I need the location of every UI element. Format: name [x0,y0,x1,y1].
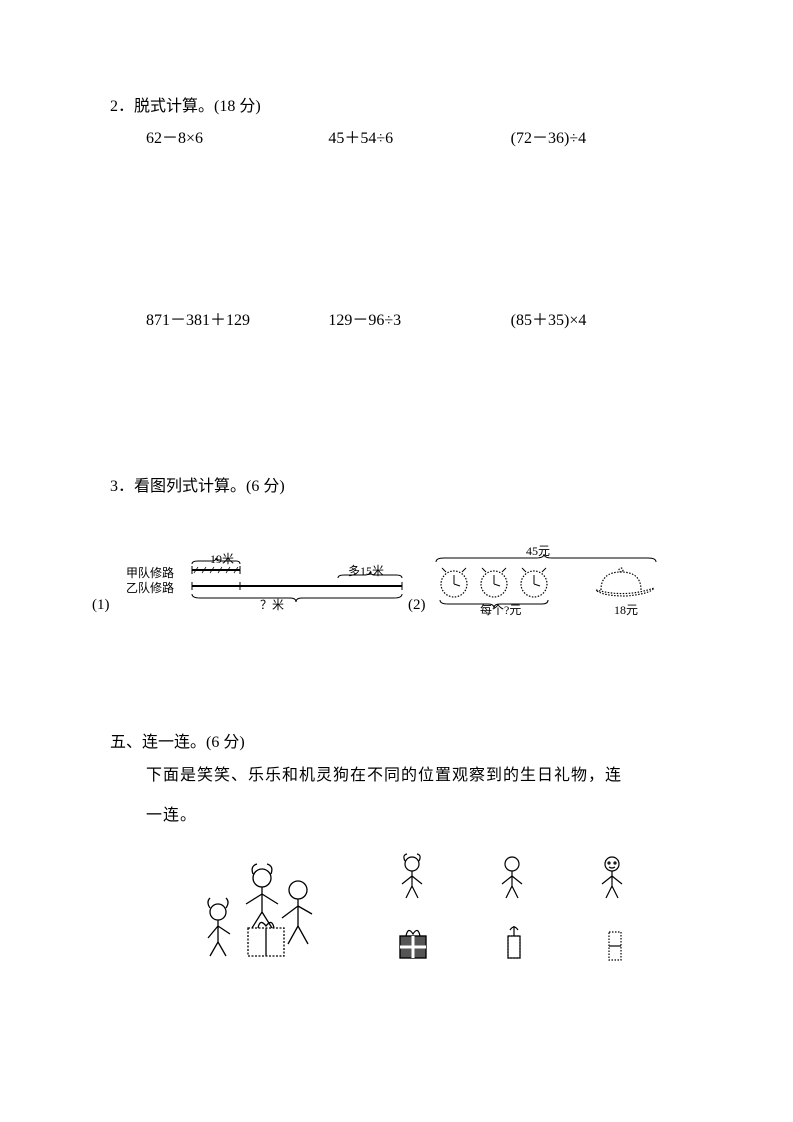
observer-1-icon [402,854,422,898]
q2-expr-6: (85＋35)×4 [511,306,693,330]
s5-line1: 下面是笑笑、乐乐和机灵狗在不同的位置观察到的生日礼物，连 [146,760,693,792]
main-scene-icon [208,864,312,956]
d2-svg [426,546,666,616]
q2-expr-2: 45＋54÷6 [328,124,510,148]
q2-expr-1: 62－8×6 [146,124,328,148]
q2-expr-4: 871－381＋129 [146,306,328,330]
s5-line2: 一连。 [146,800,693,832]
q2-row1: 62－8×6 45＋54÷6 (72－36)÷4 [146,124,693,148]
q3-diagrams: (1) 甲队修路 乙队修路 19米 多15米 ？米 [110,546,693,616]
q3-sub2: (2) [408,597,426,614]
q2-expr-5: 129－96÷3 [328,306,510,330]
page: 2．脱式计算。(18 分) 62－8×6 45＋54÷6 (72－36)÷4 8… [0,0,793,1028]
s5-figures [200,848,670,968]
s5-heading: 五、连一连。(6 分) [110,728,693,752]
spacer [110,616,693,716]
spacer [110,148,693,298]
q3-diagram-1: (1) 甲队修路 乙队修路 19米 多15米 ？米 [110,546,420,616]
observer-3-icon [602,857,622,898]
s5-svg [200,848,670,968]
spacer [110,504,693,540]
d1-svg [124,554,414,614]
q3-sub1: (1) [92,597,110,614]
gift-view-2-icon [508,926,520,958]
q2-row2: 871－381＋129 129－96÷3 (85＋35)×4 [146,306,693,330]
q3-heading: 3．看图列式计算。(6 分) [110,472,693,496]
gift-view-1-icon [400,930,426,958]
gift-view-3-icon [609,932,621,960]
q2-heading: 2．脱式计算。(18 分) [110,92,693,116]
observer-2-icon [502,857,522,898]
q2-expr-3: (72－36)÷4 [511,124,693,148]
q3-diagram-2: (2) 45元 每个?元 18元 [426,546,676,616]
spacer [110,330,693,460]
